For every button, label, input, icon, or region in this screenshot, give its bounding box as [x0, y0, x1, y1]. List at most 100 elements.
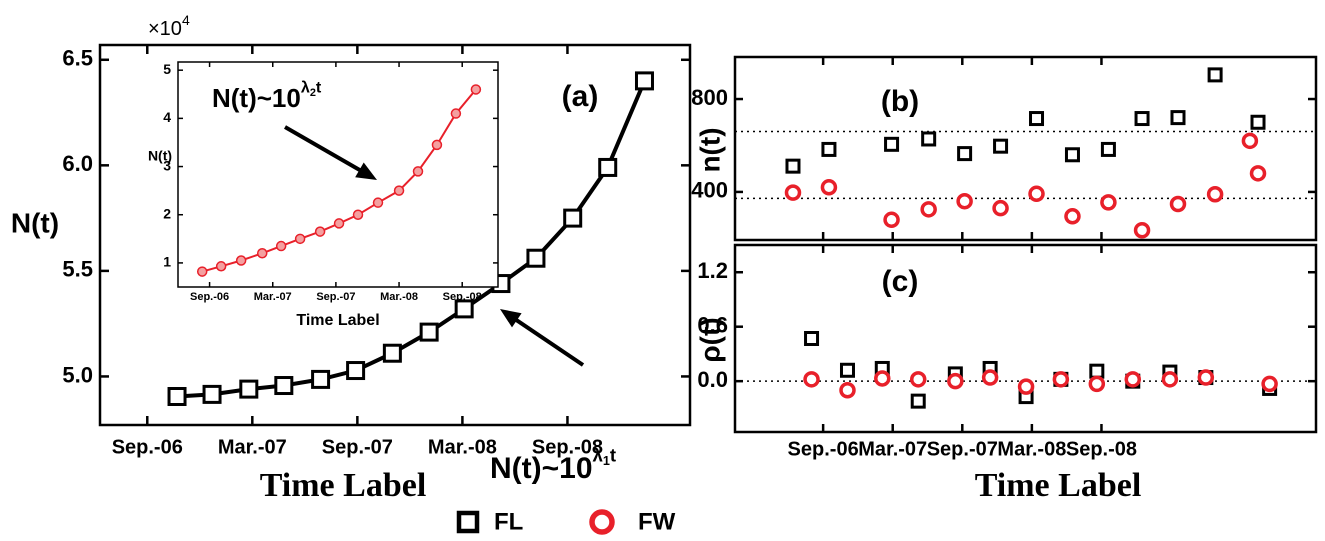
legend-marker: [589, 509, 615, 535]
annotation-subscript: 2: [310, 87, 316, 99]
x-tick-label: Mar.-08: [428, 436, 497, 458]
circle-marker: [1261, 375, 1278, 393]
square-marker: [1089, 363, 1105, 379]
square-marker: [921, 131, 937, 147]
plot-frame: [177, 61, 499, 288]
circle-marker: [839, 381, 856, 399]
x-tick-label: Mar.-07: [858, 438, 927, 460]
square-marker: [1064, 147, 1080, 163]
circle-marker: [431, 139, 443, 151]
circle-marker: [1017, 378, 1035, 395]
x-tick-label: Mar.-08: [997, 438, 1066, 460]
y-tick-label: 4: [163, 109, 171, 125]
circle-marker: [1088, 375, 1106, 393]
square-marker: [839, 362, 855, 378]
x-tick-label: Sep.-06: [788, 438, 859, 460]
circle-marker: [1206, 186, 1224, 203]
legend-marker: [456, 510, 480, 534]
x-axis-label: Time Label: [975, 467, 1142, 504]
y-tick-label: 3: [163, 157, 171, 173]
y-axis-label: n(t): [694, 127, 725, 172]
circle-marker: [215, 261, 227, 272]
square-marker: [821, 141, 837, 157]
legend-label: FW: [638, 508, 676, 535]
circle-marker: [981, 369, 999, 386]
circle-marker: [1241, 132, 1259, 150]
circle-marker: [196, 266, 208, 277]
circle-marker: [333, 218, 345, 229]
y-tick-label: 800: [691, 85, 728, 110]
square-marker: [957, 146, 973, 162]
y-tick-label: 5.5: [62, 257, 93, 282]
x-tick-label: Sep.-08: [1066, 438, 1137, 460]
square-marker: [311, 369, 331, 389]
annotation-arrow: [510, 315, 585, 367]
annotation-exponent-tail: t: [316, 79, 322, 97]
circle-marker: [1028, 185, 1045, 203]
circle-marker: [920, 201, 937, 218]
annotation-subscript: 1: [603, 454, 610, 468]
square-marker: [563, 208, 583, 228]
y-tick-label: 6.0: [62, 151, 93, 176]
y-tick-label: 5.0: [62, 362, 93, 387]
square-marker: [598, 157, 618, 177]
circle-marker: [874, 370, 891, 387]
annotation-exponent-tail: t: [610, 444, 616, 465]
circle-marker: [412, 166, 424, 177]
square-marker: [454, 299, 474, 319]
x-tick-label: Sep.-07: [316, 291, 355, 303]
panel-label: (b): [881, 85, 919, 118]
annotation-exponent: λ: [301, 79, 310, 97]
circle-marker: [256, 248, 268, 259]
square-marker: [884, 136, 900, 152]
multiplier-base: ×10: [148, 18, 182, 40]
square-marker: [274, 376, 294, 396]
circle-marker: [235, 255, 247, 266]
circle-marker: [909, 371, 927, 388]
x-tick-label: Sep.-07: [927, 438, 998, 460]
circle-marker: [803, 371, 820, 388]
circle-marker: [1052, 371, 1070, 388]
x-axis-label: Time Label: [296, 312, 379, 329]
square-marker: [1250, 114, 1266, 130]
square-marker: [526, 248, 546, 268]
x-axis-label: Time Label: [260, 467, 427, 504]
square-marker: [202, 384, 222, 404]
circle-marker: [992, 199, 1009, 217]
circle-marker: [784, 184, 802, 201]
annotation: N(t)~10λ2t: [212, 79, 322, 113]
circle-marker: [450, 108, 462, 119]
x-tick-label: Sep.-07: [322, 436, 393, 458]
square-marker: [1170, 110, 1186, 126]
y-tick-label: 400: [691, 178, 728, 203]
circle-marker: [275, 240, 287, 252]
square-marker: [804, 331, 820, 346]
x-tick-label: Sep.-06: [190, 291, 229, 303]
circle-marker: [470, 84, 482, 95]
circle-marker: [956, 192, 973, 210]
square-marker: [1207, 67, 1223, 83]
y-tick-label: 5: [163, 61, 171, 77]
circle-marker: [372, 197, 384, 208]
square-marker: [1134, 111, 1150, 127]
circle-marker: [1133, 221, 1151, 239]
square-marker: [910, 393, 926, 409]
square-marker: [167, 387, 187, 406]
circle-marker: [1100, 194, 1117, 211]
square-marker: [1029, 111, 1045, 127]
y-tick-label: 1: [163, 254, 171, 270]
y-axis-label: N(t): [148, 148, 172, 164]
circle-marker: [393, 185, 405, 196]
circle-marker: [1249, 165, 1267, 182]
y-tick-label: 0.0: [697, 367, 728, 392]
x-tick-label: Mar.-07: [254, 291, 292, 303]
circle-marker: [314, 226, 326, 237]
multiplier-exponent: 4: [182, 12, 190, 28]
y-tick-label: 6.5: [62, 46, 93, 71]
square-marker: [239, 379, 259, 399]
circle-marker: [352, 209, 364, 220]
x-tick-label: Mar.-08: [380, 291, 418, 303]
arrow-head: [355, 162, 377, 180]
y-axis-label: ρ(t): [694, 317, 725, 362]
